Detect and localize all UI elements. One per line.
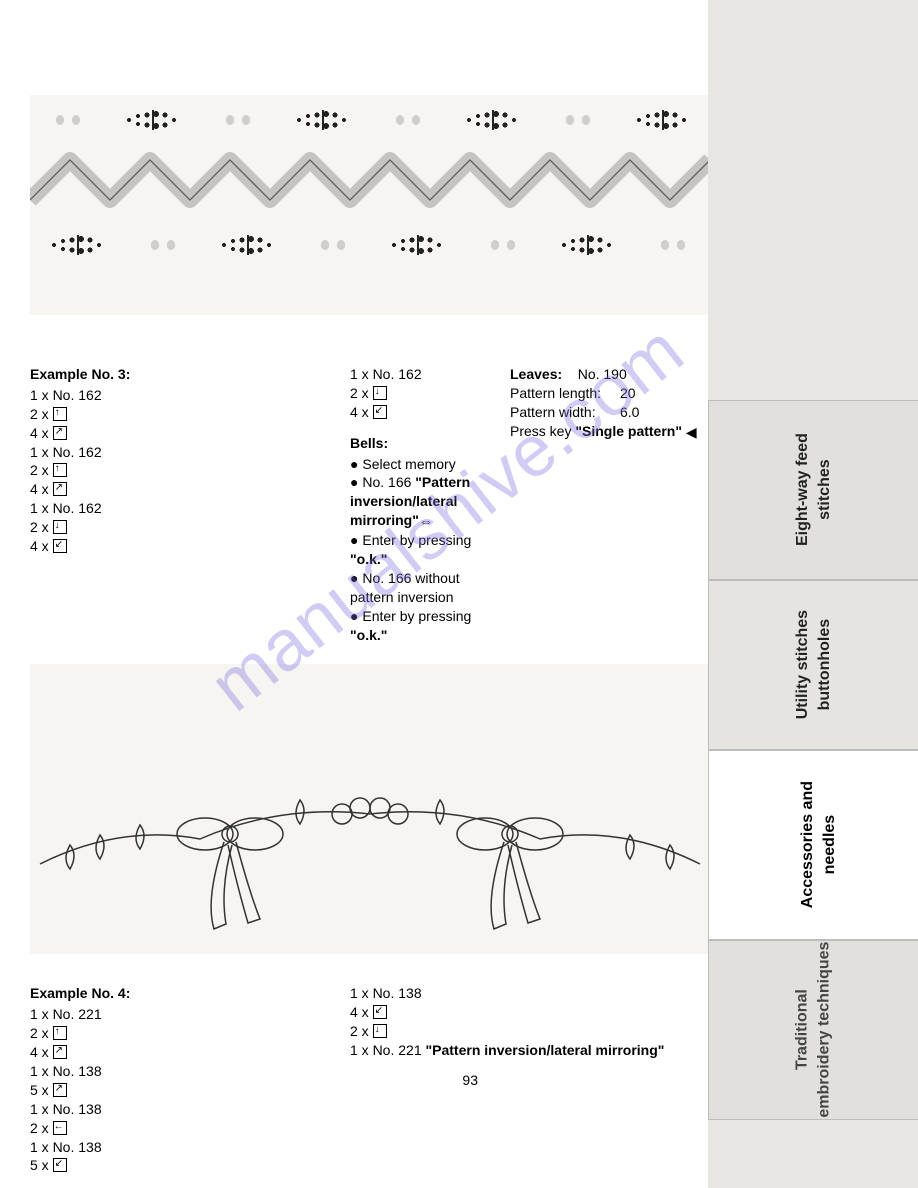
- bells-title: Bells:: [350, 434, 490, 453]
- leaves-number: No. 190: [578, 366, 627, 382]
- bow-garland-icon: [30, 664, 710, 954]
- arrow-up-icon: [53, 463, 67, 477]
- side-tabs: Eight-way feedstitches Utility stitchesb…: [708, 0, 918, 1188]
- bell-icon: [558, 107, 598, 133]
- tab-label: Utility stitchesbuttonholes: [792, 610, 835, 719]
- instruction-line: 2 x: [30, 461, 330, 480]
- instruction-line: 5 x: [30, 1081, 330, 1100]
- bell-icon: [653, 232, 693, 258]
- press-key-label: Press key: [510, 423, 575, 439]
- instruction-line: 4 x: [30, 480, 330, 499]
- leaf-icon: [293, 110, 353, 130]
- bells-item: No. 166 without pattern inversion: [350, 569, 490, 607]
- tab-label: Traditionalembroidery techniques: [792, 942, 835, 1118]
- instruction-line: 4 x: [30, 537, 330, 556]
- instruction-line: 1 x No. 162: [30, 443, 330, 462]
- arrow-diag-dl-icon: [373, 1005, 387, 1019]
- arrow-diag-ur-icon: [53, 426, 67, 440]
- arrow-up-icon: [53, 1026, 67, 1040]
- bells-item: No. 166 "Pattern inversion/lateral mirro…: [350, 473, 490, 531]
- arrow-left-icon: [53, 1121, 67, 1135]
- leaf-icon: [218, 235, 278, 255]
- leaf-icon: [558, 235, 618, 255]
- leaf-icon: [123, 110, 183, 130]
- arrow-diag-ur-icon: [53, 1045, 67, 1059]
- zigzag-floral-icon: [30, 145, 710, 220]
- leaf-icon: [48, 235, 108, 255]
- decorative-border-bows: [30, 664, 710, 954]
- instruction-line: 4 x: [30, 424, 330, 443]
- instruction-line: 2 x: [350, 1022, 710, 1041]
- instruction-line: 1 x No. 221 "Pattern inversion/lateral m…: [350, 1041, 710, 1060]
- example-4-title: Example No. 4:: [30, 984, 330, 1003]
- instruction-line: 1 x No. 138: [30, 1138, 330, 1157]
- bell-icon: [388, 107, 428, 133]
- instruction-line: 5 x: [30, 1156, 330, 1175]
- instruction-line: 2 x: [30, 405, 330, 424]
- instruction-line: 1 x No. 138: [30, 1062, 330, 1081]
- tab-traditional-embroidery[interactable]: Traditionalembroidery techniques: [708, 940, 918, 1120]
- manual-page: Example No. 3: 1 x No. 1622 x 4 x 1 x No…: [0, 0, 708, 1188]
- instruction-line: 2 x: [350, 384, 490, 403]
- bell-icon: [218, 107, 258, 133]
- bells-item: Enter by pressing "o.k.": [350, 607, 490, 645]
- bell-icon: [483, 232, 523, 258]
- instruction-line: 1 x No. 162: [350, 365, 490, 384]
- instruction-line: 4 x: [30, 1043, 330, 1062]
- leaves-block: Leaves: No. 190 Pattern length:20Pattern…: [510, 365, 710, 644]
- arrow-diag-ur-icon: [53, 1083, 67, 1097]
- instruction-line: 2 x: [30, 1119, 330, 1138]
- arrow-diag-ur-icon: [53, 482, 67, 496]
- instruction-line: 4 x: [350, 1003, 710, 1022]
- arrow-diag-dl-icon: [53, 1158, 67, 1172]
- leaf-icon: [388, 235, 448, 255]
- single-pattern-icon: ◀: [686, 423, 697, 442]
- single-pattern-label: "Single pattern": [575, 423, 682, 439]
- leaves-param-row: Pattern length:20: [510, 384, 710, 403]
- instruction-line: 4 x: [350, 403, 490, 422]
- leaf-icon: [463, 110, 523, 130]
- arrow-diag-dl-icon: [373, 405, 387, 419]
- tab-accessories[interactable]: Accessories andneedles: [708, 750, 918, 940]
- tab-label: Eight-way feedstitches: [792, 434, 835, 547]
- bell-icon: [313, 232, 353, 258]
- instruction-line: 1 x No. 221: [30, 1005, 330, 1024]
- instruction-line: 1 x No. 162: [30, 386, 330, 405]
- example-3-title: Example No. 3:: [30, 365, 330, 384]
- decorative-border-top: [30, 95, 710, 315]
- arrow-down-icon: [373, 1024, 387, 1038]
- instruction-line: 1 x No. 138: [30, 1100, 330, 1119]
- tab-eight-way-feed[interactable]: Eight-way feedstitches: [708, 400, 918, 580]
- leaf-icon: [633, 110, 693, 130]
- arrow-down-icon: [53, 520, 67, 534]
- page-number: 93: [462, 1071, 478, 1090]
- instruction-line: 1 x No. 138: [350, 984, 710, 1003]
- bells-item: Select memory: [350, 455, 490, 474]
- tab-utility-stitches[interactable]: Utility stitchesbuttonholes: [708, 580, 918, 750]
- arrow-diag-dl-icon: [53, 539, 67, 553]
- tab-label: Accessories andneedles: [797, 781, 840, 908]
- instruction-line: 1 x No. 162: [30, 499, 330, 518]
- bell-icon: [48, 107, 88, 133]
- instruction-line: 2 x: [30, 518, 330, 537]
- arrow-up-icon: [53, 407, 67, 421]
- leaves-param-row: Pattern width:6.0: [510, 403, 710, 422]
- bells-block: Bells: Select memoryNo. 166 "Pattern inv…: [350, 434, 490, 645]
- leaves-title: Leaves:: [510, 366, 562, 382]
- bell-icon: [143, 232, 183, 258]
- mirror-icon: ⇔: [419, 512, 433, 531]
- arrow-down-icon: [373, 386, 387, 400]
- instruction-line: 2 x: [30, 1024, 330, 1043]
- example-3-section: Example No. 3: 1 x No. 1622 x 4 x 1 x No…: [30, 365, 710, 644]
- bells-item: Enter by pressing "o.k.": [350, 531, 490, 569]
- example-4-section: Example No. 4: 1 x No. 2212 x 4 x 1 x No…: [30, 984, 710, 1175]
